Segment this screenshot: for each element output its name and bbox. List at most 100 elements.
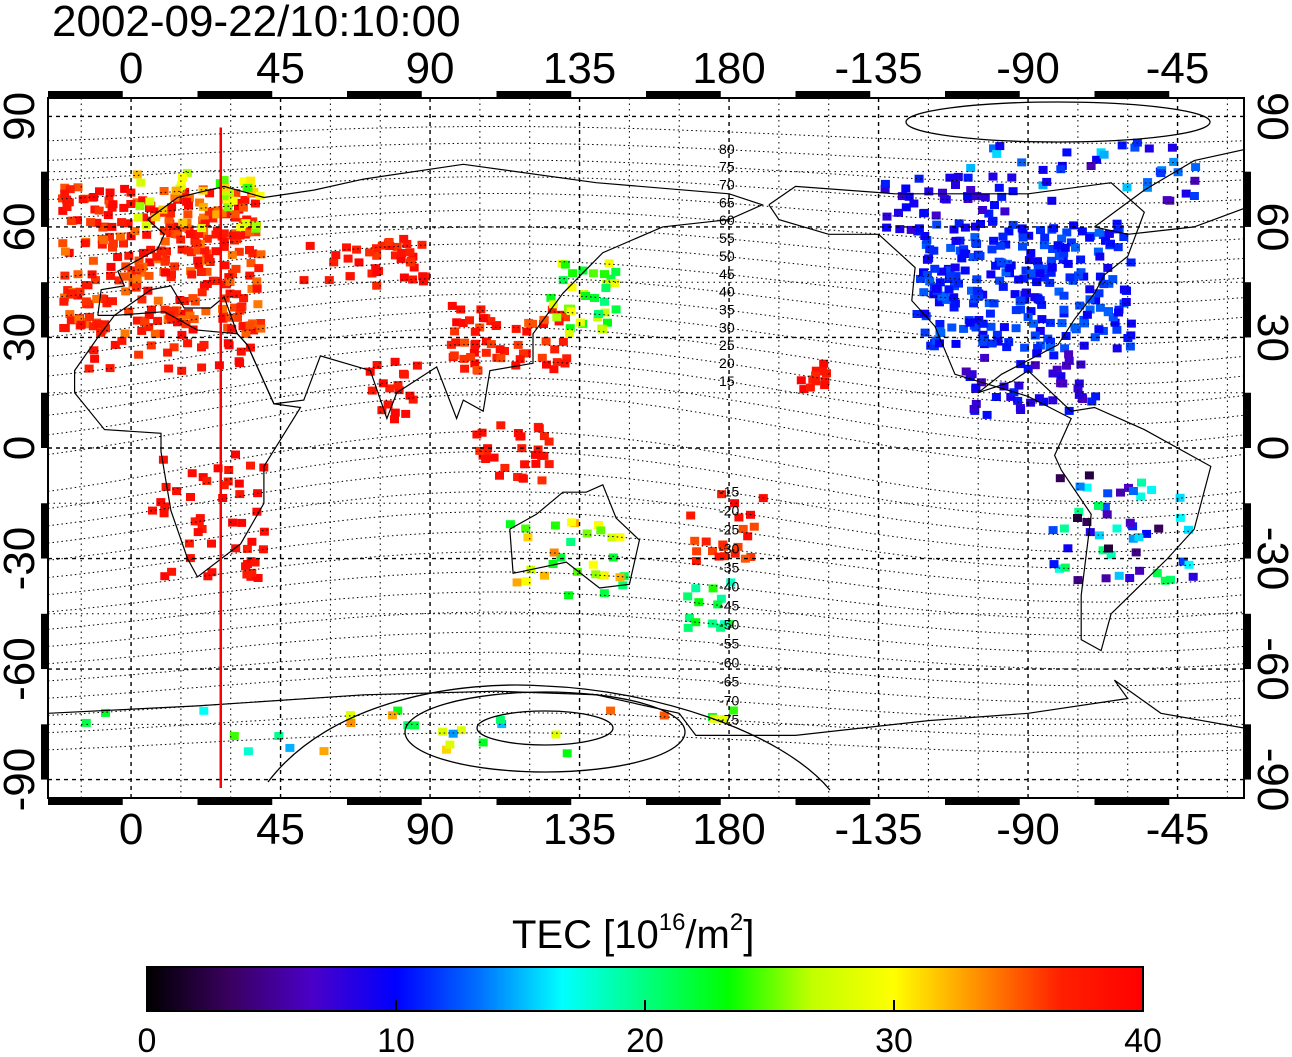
tec-cell xyxy=(228,231,238,240)
frame-tick xyxy=(1245,613,1251,670)
tec-cell xyxy=(345,272,355,281)
tec-cell xyxy=(1008,187,1018,196)
tec-cell xyxy=(1033,257,1042,266)
graticule xyxy=(48,98,1244,798)
tec-cell xyxy=(966,186,976,194)
tec-cell xyxy=(224,466,234,474)
tec-cell xyxy=(1135,566,1145,575)
frame-tick xyxy=(1245,392,1251,448)
tec-cell xyxy=(922,255,932,264)
tec-cell xyxy=(94,206,104,215)
tec-cell xyxy=(1080,319,1089,328)
tec-cell xyxy=(1166,575,1175,584)
tec-cell xyxy=(234,198,244,207)
tec-cell xyxy=(409,263,419,272)
contour-label: -75 xyxy=(719,711,739,727)
tec-cell xyxy=(193,528,203,537)
tec-cell xyxy=(522,327,532,336)
tec-cell xyxy=(65,310,75,319)
tec-cell xyxy=(1181,189,1191,198)
tec-cell xyxy=(1056,379,1066,388)
tec-cell xyxy=(146,216,155,225)
tec-cell xyxy=(393,381,403,390)
tec-cell xyxy=(342,243,351,252)
longitude-tick-label: 180 xyxy=(692,805,765,854)
tec-cell xyxy=(196,224,206,233)
tec-cell xyxy=(405,391,415,400)
tec-cell xyxy=(1057,234,1067,243)
contour-label: 25 xyxy=(719,337,735,353)
contour-line xyxy=(48,343,1244,406)
tec-cell xyxy=(108,297,117,306)
tec-cell xyxy=(520,460,530,469)
tec-cell xyxy=(472,365,482,374)
tec-cell xyxy=(164,364,174,373)
tec-cell xyxy=(220,294,230,303)
tec-cell xyxy=(178,218,188,227)
tec-cell xyxy=(73,270,83,279)
tec-cell xyxy=(513,473,523,481)
tec-cell xyxy=(523,533,533,542)
tec-cell xyxy=(418,272,428,281)
tec-cell xyxy=(511,361,521,370)
tec-cell xyxy=(88,256,98,265)
tec-cell xyxy=(1076,360,1086,369)
latitude-tick-label: -60 xyxy=(0,637,44,701)
tec-cell xyxy=(208,214,218,223)
tec-cell xyxy=(256,250,266,259)
tec-cell xyxy=(998,232,1008,241)
tec-cell xyxy=(904,192,914,201)
tec-cell xyxy=(188,294,198,303)
tec-cell xyxy=(365,248,375,257)
tec-cell xyxy=(140,318,150,327)
tec-cell xyxy=(1112,344,1122,353)
tec-cell xyxy=(692,547,702,556)
tec-cell xyxy=(549,365,559,374)
tec-cell xyxy=(161,482,171,491)
tec-cell xyxy=(1122,183,1132,192)
longitude-tick-label: 180 xyxy=(692,44,765,93)
tec-cell xyxy=(81,297,91,306)
tec-cell xyxy=(967,370,977,379)
tec-cell xyxy=(1087,397,1097,406)
tec-cell xyxy=(1061,332,1071,340)
tec-cell xyxy=(219,229,229,238)
tec-cell xyxy=(691,618,701,627)
tec-cell xyxy=(1034,394,1044,403)
tec-cell xyxy=(1094,531,1104,540)
tec-cell xyxy=(600,308,610,317)
tec-cell xyxy=(560,359,570,368)
bottom-longitude-axis: 0 45 90 135 180 -135 -90 -45 xyxy=(119,805,1210,854)
tec-cell xyxy=(971,239,981,247)
tec-cell xyxy=(969,299,979,308)
tec-cell xyxy=(972,275,982,284)
tec-cell xyxy=(460,364,470,373)
tec-cell xyxy=(539,432,549,441)
tec-cell xyxy=(153,316,163,325)
tec-cell xyxy=(1060,243,1070,252)
tec-cell xyxy=(1104,229,1114,238)
tec-cell xyxy=(138,196,148,205)
tec-cell xyxy=(119,203,129,212)
tec-cell xyxy=(246,221,256,230)
tec-cell xyxy=(372,244,381,253)
tec-cell xyxy=(1022,288,1031,297)
tec-cell xyxy=(562,749,572,758)
tec-cell xyxy=(167,203,177,212)
tec-cell xyxy=(1078,395,1088,403)
tec-cell xyxy=(694,598,704,607)
tec-cell xyxy=(608,553,618,562)
coastline xyxy=(509,483,641,589)
tec-cell xyxy=(730,499,740,508)
tec-cell xyxy=(84,364,94,373)
tec-cell xyxy=(540,571,549,580)
tec-cell xyxy=(560,260,570,269)
tec-cell xyxy=(489,453,499,462)
tec-cell xyxy=(253,574,263,582)
tec-cell xyxy=(991,261,1001,270)
tec-cell xyxy=(180,297,190,305)
tec-cell xyxy=(606,706,616,715)
tec-cell xyxy=(591,570,601,579)
tec-cell xyxy=(247,568,257,577)
tec-cell xyxy=(64,198,74,207)
